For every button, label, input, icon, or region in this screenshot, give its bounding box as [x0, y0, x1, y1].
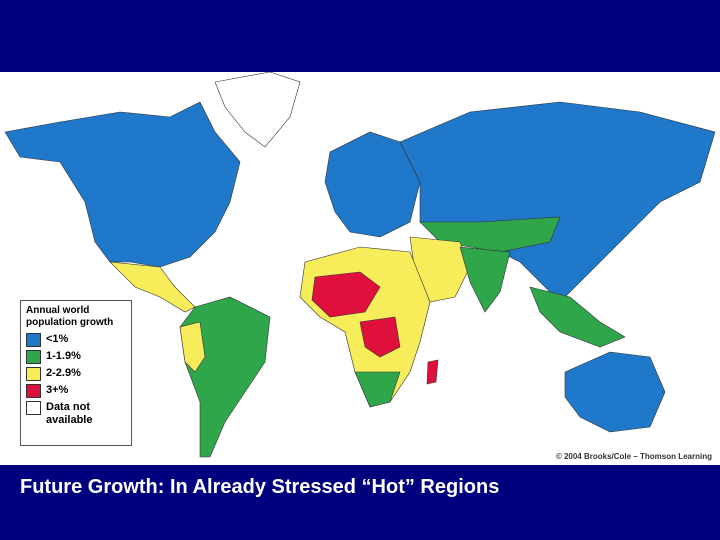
- legend-label: <1%: [46, 333, 69, 345]
- legend-label: 3+%: [46, 384, 69, 396]
- legend-item: <1%: [26, 333, 126, 347]
- legend-items: <1% 1-1.9% 2-2.9% 3+% Data not available: [26, 333, 126, 427]
- legend-item: Data not available: [26, 401, 126, 427]
- legend-swatch: [26, 350, 41, 364]
- legend-swatch: [26, 401, 41, 415]
- north-america: [4, 101, 241, 268]
- legend-title: Annual world population growth: [26, 305, 114, 328]
- greenland: [214, 72, 301, 148]
- south-america: [179, 296, 271, 458]
- central-africa: [359, 316, 401, 358]
- legend-label: 1-1.9%: [46, 350, 81, 362]
- india: [459, 246, 511, 313]
- sahel: [311, 271, 381, 318]
- caption: Future Growth: In Already Stressed “Hot”…: [20, 476, 500, 498]
- australia: [564, 351, 666, 433]
- europe: [324, 131, 421, 238]
- legend-item: 1-1.9%: [26, 350, 126, 364]
- legend-swatch: [26, 333, 41, 347]
- legend-label: 2-2.9%: [46, 367, 81, 379]
- legend-label: Data not available: [46, 401, 93, 426]
- andes: [179, 321, 206, 373]
- legend-item: 3+%: [26, 384, 126, 398]
- madagascar: [426, 359, 439, 385]
- legend-swatch: [26, 384, 41, 398]
- southern-africa: [354, 371, 401, 408]
- legend-swatch: [26, 367, 41, 381]
- southeast-asia: [529, 286, 626, 348]
- legend-item: 2-2.9%: [26, 367, 126, 381]
- legend: Annual world population growth <1% 1-1.9%…: [20, 300, 132, 446]
- credit: © 2004 Brooks/Cole – Thomson Learning: [555, 452, 712, 461]
- mexico: [109, 261, 196, 313]
